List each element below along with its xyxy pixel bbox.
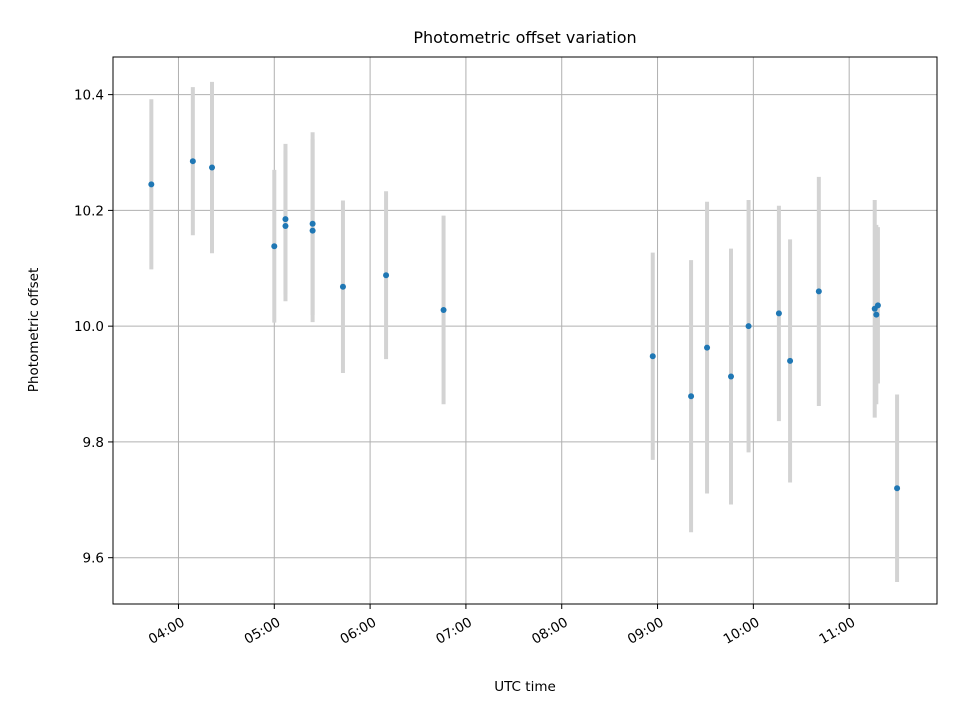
grid (113, 57, 937, 604)
data-point (728, 373, 734, 380)
x-axis-label: UTC time (494, 679, 556, 695)
data-point (704, 344, 711, 351)
y-tick-label: 9.6 (83, 551, 104, 567)
chart-title: Photometric offset variation (413, 28, 636, 47)
data-point (148, 181, 155, 188)
data-point (815, 288, 822, 295)
data-point (309, 220, 316, 227)
data-point (688, 393, 695, 400)
data-point (189, 158, 196, 165)
data-point (874, 302, 881, 309)
data-point (649, 353, 656, 360)
data-point (894, 485, 901, 492)
plot-frame (112, 56, 938, 605)
data-point (339, 283, 346, 290)
data-point (271, 243, 278, 250)
plot-area (113, 57, 937, 604)
y-tick-label: 10.4 (74, 88, 104, 104)
data-point (440, 306, 447, 313)
data-point (775, 310, 782, 317)
y-axis-ticks: 9.6 9.8 10.0 10.2 10.4 (74, 88, 113, 567)
data-point (383, 272, 390, 279)
data-point (209, 164, 216, 171)
y-tick-label: 10.2 (74, 203, 104, 219)
y-tick-label: 10.0 (74, 319, 104, 335)
y-tick-label: 9.8 (83, 435, 104, 451)
data-point (745, 323, 752, 330)
y-axis-label: Photometric offset (26, 268, 42, 392)
data-points (148, 158, 901, 492)
data-point (282, 216, 289, 223)
data-point (873, 311, 880, 318)
data-point (309, 227, 316, 234)
data-point (282, 223, 289, 230)
data-point (787, 357, 794, 364)
